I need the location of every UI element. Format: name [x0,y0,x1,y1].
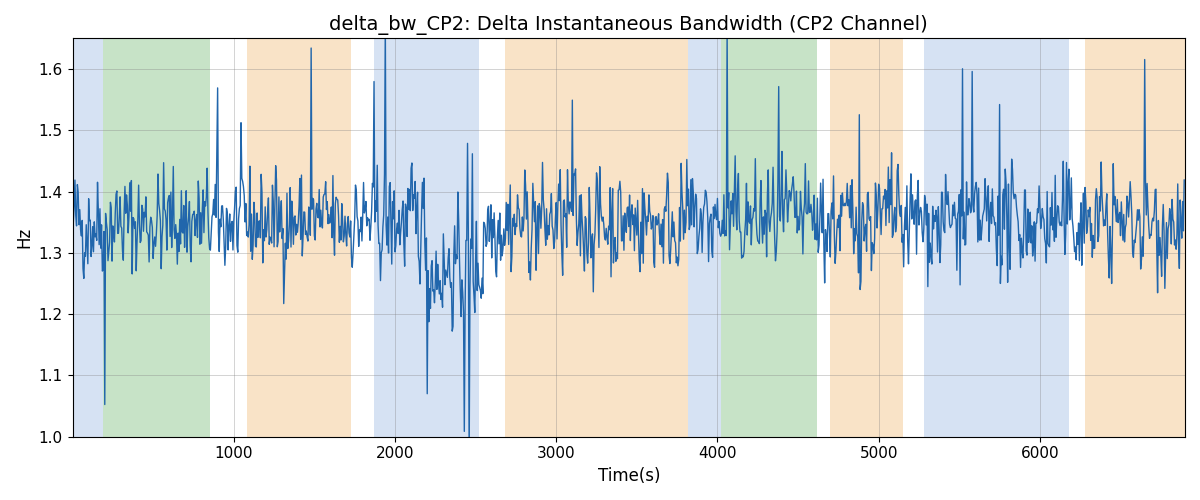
Bar [103,38,210,436]
Bar [1085,38,1186,436]
Bar [247,38,352,436]
Bar [924,38,1069,436]
Bar [721,38,817,436]
X-axis label: Time(s): Time(s) [598,467,660,485]
Bar [72,38,103,436]
Bar [505,38,689,436]
Title: delta_bw_CP2: Delta Instantaneous Bandwidth (CP2 Channel): delta_bw_CP2: Delta Instantaneous Bandwi… [329,15,928,35]
Bar [689,38,721,436]
Bar [830,38,902,436]
Y-axis label: Hz: Hz [14,227,32,248]
Bar [374,38,479,436]
